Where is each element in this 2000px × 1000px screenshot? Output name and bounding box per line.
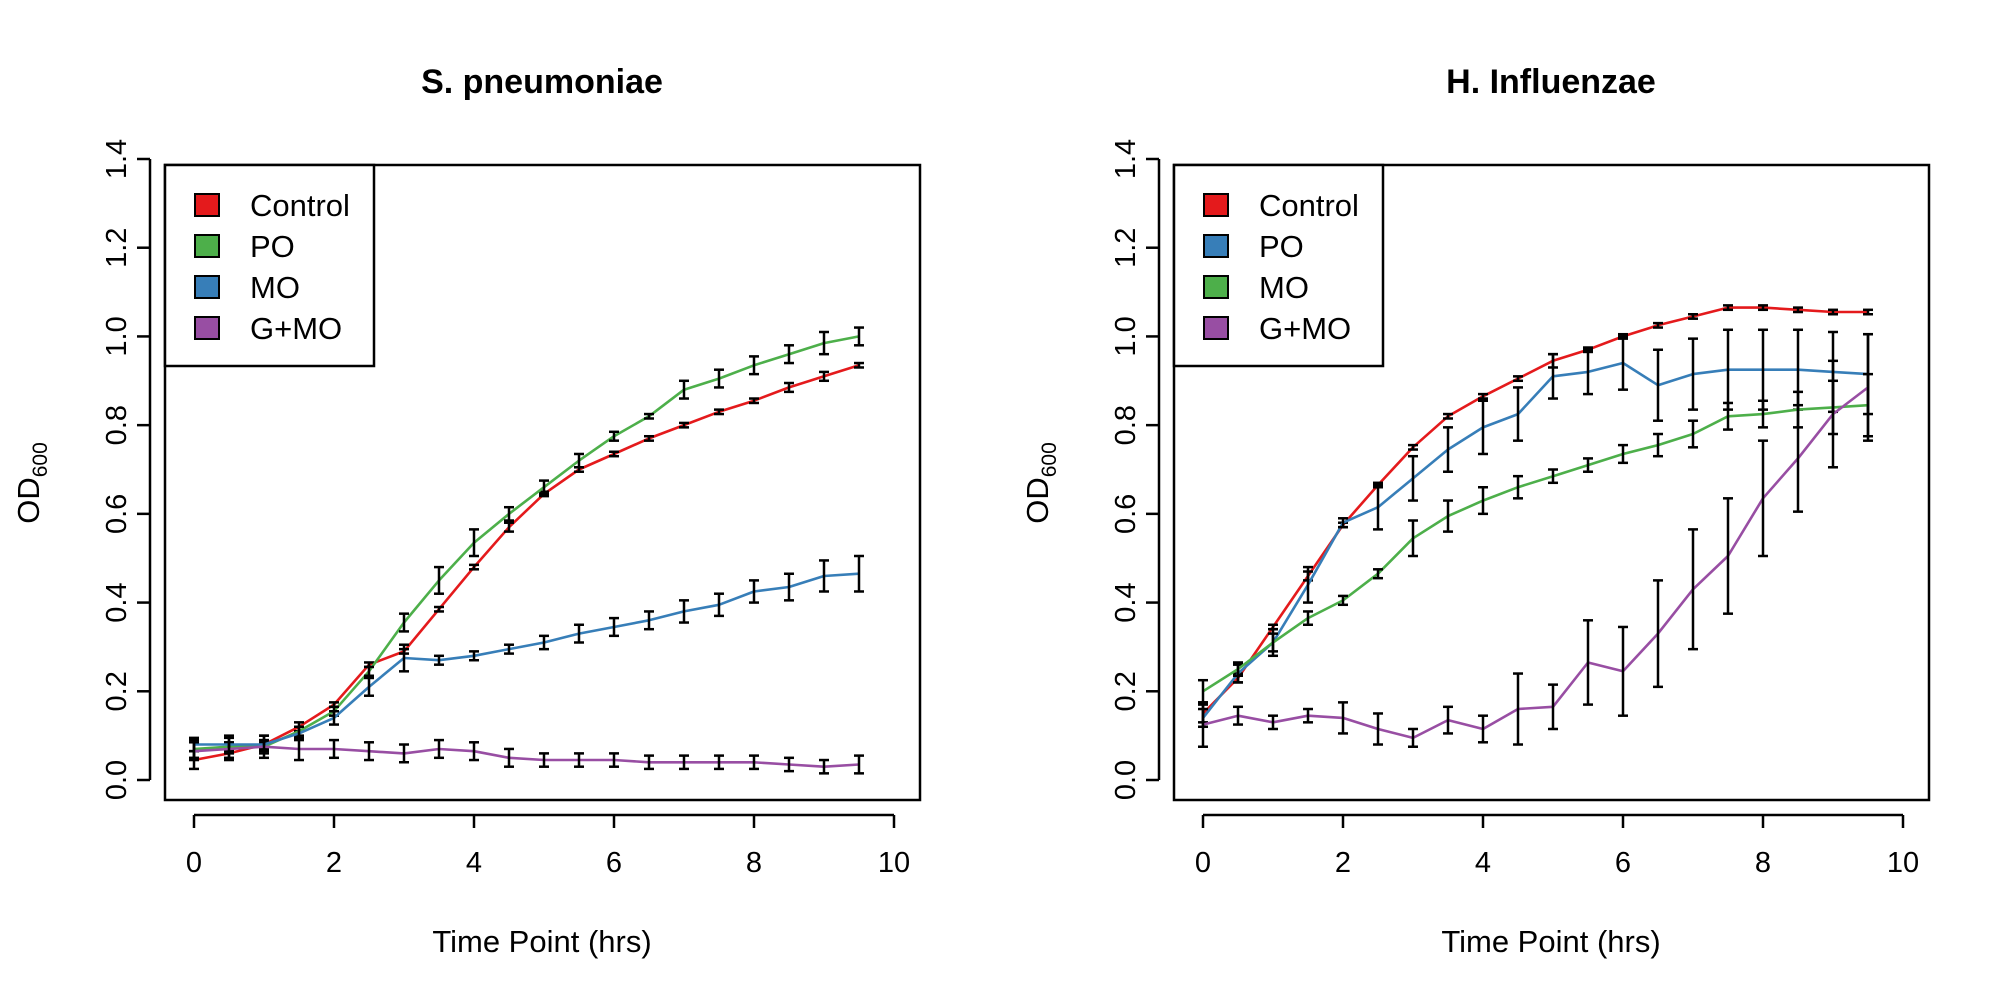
legend-label: MO [1259,270,1309,305]
series-line [193,364,860,762]
legend-label: G+MO [250,311,342,346]
x-axis-label: Time Point (hrs) [1441,924,1660,959]
chart-title: H. Influenzae [1446,63,1656,101]
legend-label: G+MO [1259,311,1351,346]
x-tick-label: 4 [1475,847,1491,879]
chart-title: S. pneumoniae [421,63,663,101]
legend-label: Control [1259,188,1359,223]
x-tick-label: 8 [746,847,762,879]
y-axis-label: OD600 [1020,442,1061,524]
y-tick-label: 1.2 [1110,228,1142,268]
chart-panel-h-influenzae: H. Influenzae 0 2 4 6 8 10 0.0 0.2 0.4 0.6 0.8 1.0… [1020,63,1931,959]
series-g-mo [1198,332,1873,748]
x-tick-label: 6 [1615,847,1631,879]
legend-label: Control [250,188,350,223]
y-tick-label: 0.8 [101,405,133,445]
x-axis: 0 2 4 6 8 10 [186,813,910,879]
x-tick-label: 0 [1195,847,1211,879]
series-control [189,361,864,771]
x-tick-label: 10 [1887,847,1919,879]
chart-panel-s-pneumoniae: S. pneumoniae 0 2 4 6 8 10 0.0 0.2 0.4 0.6 0.8 1.0… [11,63,922,959]
y-tick-label: 0.2 [101,671,133,711]
legend-swatch [194,275,220,299]
y-axis-label: OD600 [11,442,52,524]
y-tick-label: 0.6 [101,494,133,534]
series-mo [1198,372,1873,704]
x-tick-label: 10 [878,847,910,879]
y-tick-label: 1.0 [1110,316,1142,356]
y-tick-label: 0.2 [1110,671,1142,711]
legend-label: MO [250,270,300,305]
series-g-mo [189,734,864,775]
y-tick-label: 0.0 [101,760,133,800]
y-axis: 0.0 0.2 0.4 0.6 0.8 1.0 1.2 1.4 [1110,139,1161,800]
y-tick-label: 1.4 [1110,139,1142,179]
y-tick-label: 0.4 [101,582,133,622]
x-tick-label: 6 [606,847,622,879]
y-tick-label: 0.8 [1110,405,1142,445]
y-tick-label: 0.0 [1110,760,1142,800]
legend-swatch [194,234,220,258]
legend-swatch [1203,234,1229,258]
x-tick-label: 0 [186,847,202,879]
legend-swatch [194,316,220,340]
y-tick-label: 1.4 [101,139,133,179]
y-tick-label: 1.0 [101,316,133,356]
series-line [1202,306,1868,715]
y-tick-label: 0.6 [1110,494,1142,534]
x-tick-label: 4 [466,847,482,879]
legend-swatch [1203,193,1229,217]
legend-swatch [1203,275,1229,299]
series-mo [189,554,864,755]
y-axis: 0.0 0.2 0.4 0.6 0.8 1.0 1.2 1.4 [101,139,152,800]
x-axis-label: Time Point (hrs) [432,924,651,959]
x-tick-label: 2 [326,847,342,879]
series-layer [189,326,864,775]
plot-frame [1172,163,1931,802]
plot-frame [163,163,922,802]
series-line [1201,361,1869,719]
series-line [194,572,860,746]
legend: Control PO MO G+MO [1172,163,1385,368]
x-axis: 0 2 4 6 8 10 [1195,813,1919,879]
legend-label: PO [250,229,295,264]
legend: Control PO MO G+MO [163,163,376,368]
x-tick-label: 2 [1335,847,1351,879]
x-tick-label: 8 [1755,847,1771,879]
legend-swatch [194,193,220,217]
series-line [193,745,860,769]
y-tick-label: 1.2 [101,228,133,268]
series-layer [1198,304,1873,748]
series-line [193,335,860,751]
y-tick-label: 0.4 [1110,582,1142,622]
legend-label: PO [1259,229,1304,264]
series-line [1202,386,1869,740]
series-line [1202,403,1869,693]
series-po [1198,328,1873,729]
legend-swatch [1203,316,1229,340]
